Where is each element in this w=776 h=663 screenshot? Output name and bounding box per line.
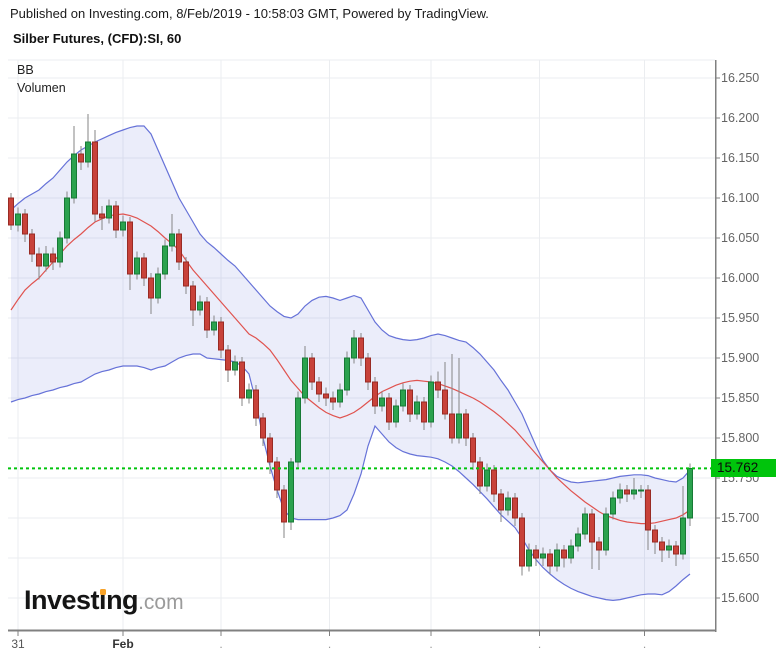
x-axis-label: 31 <box>11 637 25 651</box>
y-axis-label: 15.800 <box>721 430 760 445</box>
y-axis-label: 16.250 <box>721 70 760 85</box>
x-axis-label: . <box>537 637 542 651</box>
y-axis-label: 16.150 <box>721 150 760 165</box>
investing-logo: Investi ng.com <box>24 585 184 616</box>
y-axis-label: 16.100 <box>721 190 760 205</box>
published-line: Published on Investing.com, 8/Feb/2019 -… <box>10 6 489 21</box>
last-price-label: 15.762 <box>711 459 776 478</box>
y-axis-label: 15.900 <box>721 350 760 365</box>
x-axis-label: . <box>642 637 647 651</box>
y-axis-label: 15.600 <box>721 590 760 605</box>
y-axis-label: 16.200 <box>721 110 760 125</box>
indicator-bb-label: BB <box>17 63 34 77</box>
y-axis-label: 16.050 <box>721 230 760 245</box>
logo-text: Investi ng <box>24 585 139 615</box>
y-axis-label: 15.700 <box>721 510 760 525</box>
y-axis-label: 15.950 <box>721 310 760 325</box>
x-axis-label: . <box>327 637 332 651</box>
x-axis-label: . <box>429 637 433 651</box>
y-axis-label: 15.650 <box>721 550 760 565</box>
y-axis-label: 15.850 <box>721 390 760 405</box>
x-axis-label: Feb <box>112 637 134 651</box>
logo-orange-dot <box>99 588 106 595</box>
chart-title: Silber Futures, (CFD):SI, 60 <box>13 31 182 46</box>
indicator-volume-label: Volumen <box>17 81 66 95</box>
y-axis-label: 16.000 <box>721 270 760 285</box>
logo-suffix: .com <box>138 591 184 614</box>
x-axis-label: . <box>219 637 223 651</box>
